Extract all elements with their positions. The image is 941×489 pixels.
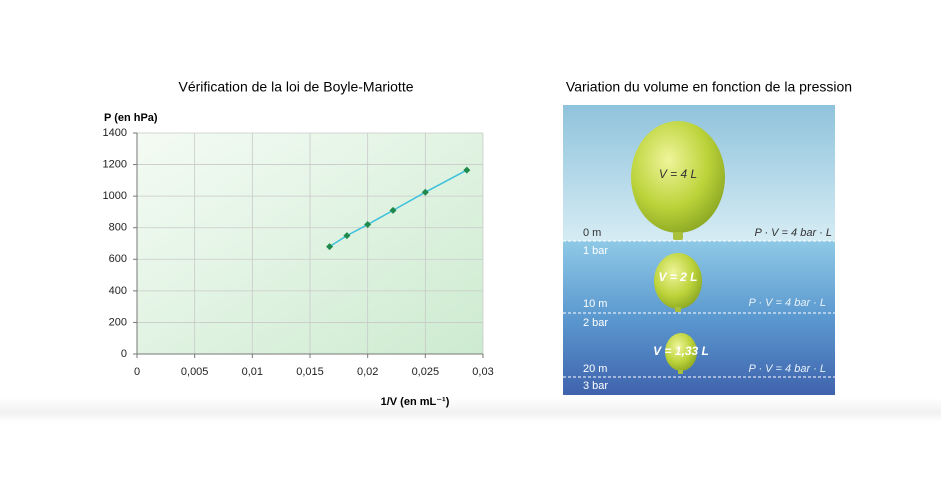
balloon-label: V = 4 L — [659, 167, 697, 181]
x-tick-label: 0 — [134, 366, 140, 378]
balloon-knot — [675, 307, 681, 312]
y-axis-label: P (en hPa) — [104, 112, 158, 124]
data-point — [364, 221, 372, 229]
y-tick-label: 800 — [109, 222, 127, 234]
illustration-title: Variation du volume en fonction de la pr… — [566, 79, 852, 95]
balloon — [631, 121, 725, 233]
x-tick-label: 0,005 — [181, 366, 209, 378]
y-tick-label: 600 — [109, 253, 127, 265]
data-line — [329, 169, 468, 248]
product-label: P · V = 4 bar · L — [748, 363, 826, 375]
chart-title: Vérification de la loi de Boyle-Mariotte — [178, 79, 413, 95]
y-tick-label: 1000 — [103, 190, 127, 202]
balloon-label: V = 1,33 L — [653, 344, 709, 358]
product-label: P · V = 4 bar · L — [754, 227, 832, 239]
pressure-label: 1 bar — [583, 245, 608, 257]
pressure-label: 2 bar — [583, 317, 608, 329]
balloon — [665, 333, 697, 371]
y-tick-label: 200 — [109, 316, 127, 328]
data-point — [326, 243, 334, 251]
x-tick-label: 0,03 — [472, 366, 493, 378]
y-tick-label: 400 — [109, 285, 127, 297]
product-label: P · V = 4 bar · L — [748, 297, 826, 309]
illustration: Variation du volume en fonction de la pr… — [563, 79, 852, 395]
balloon-knot — [673, 232, 683, 240]
sea — [563, 241, 835, 395]
y-tick-label: 1400 — [103, 127, 127, 139]
y-tick-label: 1200 — [103, 158, 127, 170]
data-point — [343, 232, 351, 240]
balloon — [654, 253, 702, 309]
depth-label: 0 m — [583, 227, 601, 239]
balloon-knot — [678, 370, 683, 374]
x-tick-label: 0,025 — [412, 366, 440, 378]
x-tick-label: 0,01 — [242, 366, 263, 378]
x-tick-label: 0,02 — [357, 366, 378, 378]
depth-label: 20 m — [583, 363, 607, 375]
data-point — [463, 166, 471, 174]
data-point — [389, 206, 397, 214]
x-tick-label: 0,015 — [296, 366, 324, 378]
y-tick-label: 0 — [121, 348, 127, 360]
balloon-label: V = 2 L — [658, 270, 697, 284]
pressure-label: 3 bar — [583, 380, 608, 392]
x-axis-label: 1/V (en mL⁻¹) — [381, 396, 450, 408]
depth-label: 10 m — [583, 298, 607, 310]
shadow-band — [0, 398, 941, 422]
data-point — [421, 188, 429, 196]
